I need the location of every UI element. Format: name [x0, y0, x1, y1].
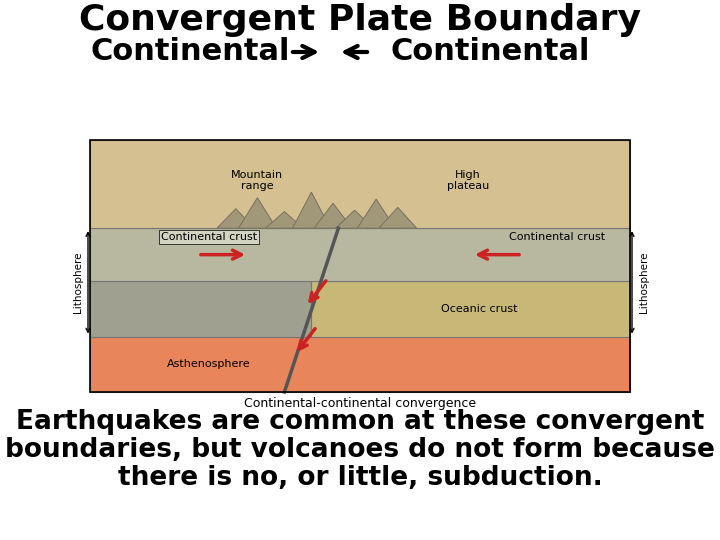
Polygon shape [238, 198, 276, 228]
Polygon shape [217, 209, 255, 228]
Polygon shape [314, 203, 352, 228]
Text: High
plateau: High plateau [447, 170, 489, 191]
Text: Earthquakes are common at these convergent: Earthquakes are common at these converge… [16, 409, 704, 435]
Text: boundaries, but volcanoes do not form because: boundaries, but volcanoes do not form be… [5, 437, 715, 463]
Polygon shape [336, 210, 374, 228]
Text: Lithosphere: Lithosphere [639, 252, 649, 313]
Text: Continental-continental convergence: Continental-continental convergence [244, 397, 476, 410]
Text: Continental crust: Continental crust [161, 232, 257, 242]
Text: Convergent Plate Boundary: Convergent Plate Boundary [79, 3, 641, 37]
Polygon shape [266, 212, 303, 228]
Text: Continental: Continental [390, 37, 590, 66]
Text: Continental: Continental [90, 37, 289, 66]
Text: Lithosphere: Lithosphere [73, 252, 83, 313]
Polygon shape [379, 207, 417, 228]
Bar [90, 140, 630, 392]
Polygon shape [90, 140, 630, 228]
Text: Mountain
range: Mountain range [231, 170, 284, 191]
Polygon shape [311, 281, 630, 336]
Polygon shape [357, 199, 395, 228]
Text: Asthenosphere: Asthenosphere [167, 359, 251, 369]
Polygon shape [90, 228, 630, 281]
Text: Continental crust: Continental crust [509, 232, 605, 242]
Text: Oceanic crust: Oceanic crust [441, 304, 517, 314]
Text: there is no, or little, subduction.: there is no, or little, subduction. [117, 465, 603, 491]
Polygon shape [292, 192, 330, 228]
Polygon shape [90, 281, 311, 336]
Polygon shape [90, 336, 630, 392]
